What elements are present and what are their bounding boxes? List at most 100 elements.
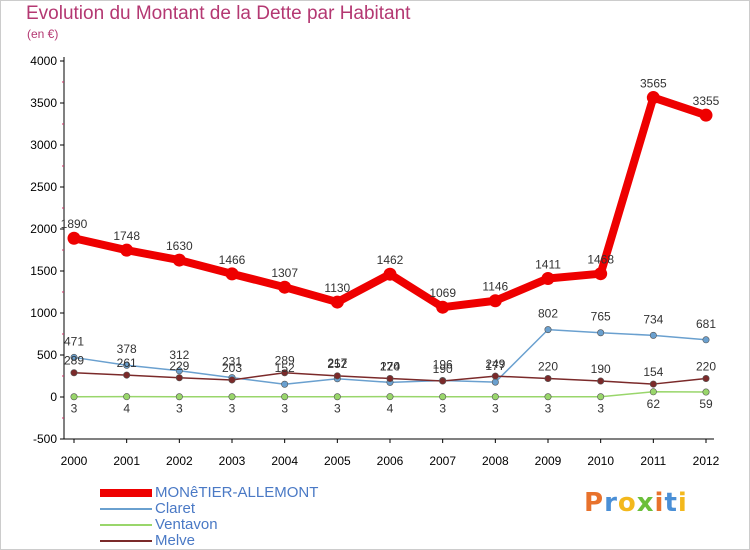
data-point — [491, 372, 499, 380]
data-point — [123, 371, 131, 379]
data-point — [333, 393, 341, 401]
data-label: 681 — [696, 317, 716, 331]
y-tick-label: 500 — [37, 348, 57, 362]
data-point — [597, 377, 605, 385]
proxiti-logo: Proxiti — [584, 488, 688, 518]
data-label: 249 — [485, 357, 505, 371]
data-label: 190 — [591, 362, 611, 376]
chart-unit: (en €) — [27, 27, 59, 41]
data-point — [70, 353, 78, 361]
legend-label-monetier: MONêTIER-ALLEMONT — [155, 484, 319, 501]
y-tick-label: -500 — [33, 432, 57, 446]
data-point — [439, 393, 447, 401]
data-label: 734 — [643, 312, 663, 326]
data-label: 220 — [380, 360, 400, 374]
logo-letter: x — [636, 488, 655, 518]
data-point — [488, 294, 502, 308]
data-point — [175, 367, 183, 375]
data-label: 190 — [433, 362, 453, 376]
data-label: 3 — [176, 402, 183, 416]
data-point — [123, 393, 131, 401]
data-point — [597, 329, 605, 337]
data-label: 3 — [597, 402, 604, 416]
data-point — [649, 388, 657, 396]
data-point — [702, 388, 710, 396]
data-point — [544, 393, 552, 401]
chart-title: Evolution du Montant de la Dette par Hab… — [26, 3, 411, 24]
data-label: 1462 — [377, 253, 404, 267]
data-label: 1630 — [166, 239, 193, 253]
data-label: 1411 — [535, 257, 561, 271]
x-tick-label: 2009 — [535, 454, 562, 468]
data-label: 4 — [123, 402, 130, 416]
legend-swatch-monetier — [100, 489, 152, 497]
x-tick-label: 2008 — [482, 454, 509, 468]
legend-label-ventavon: Ventavon — [155, 516, 218, 533]
data-point — [544, 375, 552, 383]
y-tick-label: 2000 — [30, 222, 57, 236]
data-point — [439, 377, 447, 385]
legend-label-claret: Claret — [155, 500, 196, 517]
data-point — [175, 374, 183, 382]
data-label: 177 — [485, 359, 505, 373]
data-point — [386, 375, 394, 383]
y-tick-label: 2500 — [30, 180, 57, 194]
data-point — [70, 393, 78, 401]
data-label: 196 — [433, 358, 453, 372]
data-point — [594, 267, 608, 281]
data-label: 1468 — [587, 253, 614, 267]
data-point — [225, 267, 239, 281]
data-point — [67, 231, 81, 245]
data-point — [281, 393, 289, 401]
x-tick-label: 2007 — [429, 454, 456, 468]
data-point — [281, 380, 289, 388]
y-tick-label: 1500 — [30, 264, 57, 278]
data-point — [278, 280, 292, 294]
line-chart: -500 0 500 1000 1500 2000 2500 3000 3500 4000 2000… — [30, 54, 720, 468]
data-label: 3 — [334, 402, 341, 416]
data-point — [70, 369, 78, 377]
data-label: 1466 — [219, 253, 246, 267]
logo-letter: P — [584, 488, 605, 518]
data-label: 3 — [545, 402, 552, 416]
x-tick-label: 2010 — [587, 454, 614, 468]
data-label: 229 — [169, 359, 189, 373]
data-label: 220 — [538, 360, 558, 374]
data-label: 3 — [492, 402, 499, 416]
y-tick-label: 4000 — [30, 54, 57, 68]
data-point — [333, 372, 341, 380]
data-label: 1890 — [61, 217, 88, 231]
data-label: 378 — [117, 342, 137, 356]
data-point — [436, 300, 450, 314]
data-label: 59 — [699, 397, 713, 411]
data-point — [175, 393, 183, 401]
data-label: 62 — [647, 397, 661, 411]
data-point — [228, 376, 236, 384]
data-label: 217 — [327, 356, 347, 370]
data-point — [649, 380, 657, 388]
data-label: 3355 — [693, 94, 720, 108]
data-point — [702, 336, 710, 344]
data-point — [646, 91, 660, 105]
data-label: 289 — [275, 354, 295, 368]
data-label: 154 — [643, 365, 663, 379]
x-tick-label: 2001 — [113, 454, 140, 468]
data-label: 1146 — [482, 280, 508, 294]
x-tick-label: 2012 — [693, 454, 720, 468]
data-point — [544, 326, 552, 334]
x-tick-label: 2003 — [219, 454, 246, 468]
data-label: 3 — [281, 402, 288, 416]
logo-letter: r — [604, 488, 618, 518]
legend-swatch-ventavon — [100, 524, 152, 526]
data-label: 3 — [71, 402, 78, 416]
legend-label-melve: Melve — [155, 532, 196, 549]
data-point — [330, 295, 344, 309]
x-tick-label: 2004 — [271, 454, 298, 468]
x-tick-label: 2006 — [377, 454, 404, 468]
x-tick-label: 2005 — [324, 454, 351, 468]
data-label: 3565 — [640, 77, 667, 91]
logo-letter: t — [664, 488, 678, 518]
data-point — [123, 361, 131, 369]
data-point — [281, 369, 289, 377]
